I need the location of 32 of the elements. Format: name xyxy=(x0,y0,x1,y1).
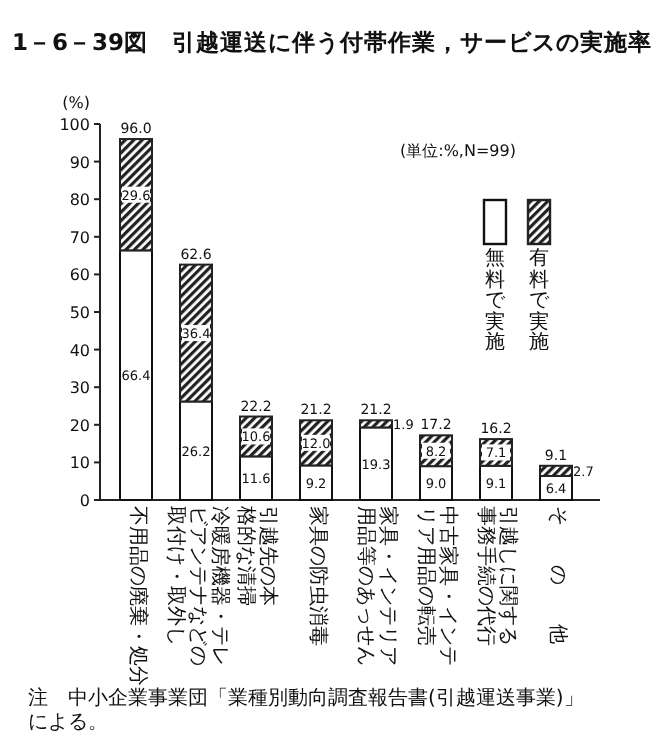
legend-label: 有料で実施 xyxy=(528,250,550,355)
x-tick-label: その他 xyxy=(545,506,567,683)
bar xyxy=(119,138,153,252)
x-tick-label: 中古家具・インテリア用品の転売 xyxy=(414,506,458,666)
y-axis-title: (%) xyxy=(62,94,90,112)
y-tick-label: 20 xyxy=(69,416,90,435)
x-tick-label: 引越しに関する事務手続の代行 xyxy=(474,506,518,646)
y-tick-label: 70 xyxy=(69,228,90,247)
y-tick-label: 100 xyxy=(59,116,90,134)
bar xyxy=(539,464,573,477)
bar xyxy=(119,249,153,501)
x-tick-label: 冷暖房機器・テレビアンテナなどの取付け・取外し xyxy=(163,506,229,666)
y-tick-label: 90 xyxy=(69,153,90,172)
y-tick-label: 50 xyxy=(69,304,90,322)
y-tick-label: 40 xyxy=(69,341,90,360)
y-tick-label: 60 xyxy=(69,266,90,285)
legend-label: 無料で実施 xyxy=(484,250,506,355)
bar xyxy=(359,426,393,501)
bar xyxy=(179,263,213,403)
x-tick-label: 不用品の廃棄・処分 xyxy=(125,506,147,686)
annotation: (単位:%,N=99) xyxy=(400,140,516,162)
x-tick-label: 家具・インテリア用品等のあっせん xyxy=(354,506,398,666)
y-tick-label: 0 xyxy=(79,492,90,510)
y-tick-label: 30 xyxy=(69,379,90,398)
y-tick-label: 10 xyxy=(69,454,90,473)
text: 注 中小企業事業団「業種別動向調査報告書(引越運送事業)」による。 xyxy=(28,688,584,736)
x-tick-label: 引越先の本格的な清掃 xyxy=(234,506,278,606)
chart-title: 1－6－39図 引越運送に伴う付帯作業，サービスの実施率 xyxy=(12,28,653,58)
y-tick-label: 80 xyxy=(69,191,90,210)
bar xyxy=(359,419,393,429)
bar xyxy=(179,400,213,501)
x-tick-label: 家具の防虫消毒 xyxy=(305,506,327,646)
